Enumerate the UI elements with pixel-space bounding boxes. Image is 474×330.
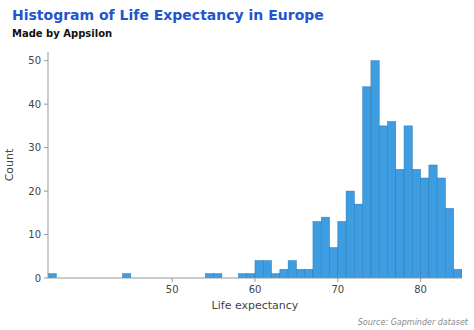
bars	[48, 61, 462, 278]
y-axis-label: Count	[3, 148, 16, 181]
bar	[330, 248, 338, 278]
x-tick	[420, 278, 421, 282]
bar	[354, 204, 362, 278]
bar	[387, 122, 395, 278]
x-tick-label: 80	[414, 284, 427, 295]
title: Histogram of Life Expectancy in Europe	[12, 7, 324, 23]
y-tick-label: 30	[28, 142, 41, 153]
chart: Histogram of Life Expectancy in Europe Ma…	[0, 0, 474, 330]
y-tick	[44, 234, 48, 235]
x-tick-label: 60	[249, 284, 262, 295]
x-tick-label: 70	[331, 284, 344, 295]
x-tick	[172, 278, 173, 282]
x-axis-label: Life expectancy	[212, 299, 299, 312]
bar	[404, 126, 412, 278]
bar	[412, 169, 420, 278]
y-tick-label: 40	[28, 99, 41, 110]
bar	[429, 165, 437, 278]
y-tick	[44, 147, 48, 148]
bar	[255, 261, 263, 278]
y-tick-label: 10	[28, 229, 41, 240]
bar	[371, 61, 379, 278]
y-tick-label: 50	[28, 55, 41, 66]
bar	[363, 87, 371, 278]
bar	[214, 274, 222, 278]
bar	[48, 274, 56, 278]
background	[0, 0, 474, 330]
bar	[296, 269, 304, 278]
y-tick-label: 0	[35, 273, 41, 284]
y-tick	[44, 191, 48, 192]
subtitle: Made by Appsilon	[12, 28, 112, 39]
bar	[454, 269, 462, 278]
bar	[338, 222, 346, 279]
bar	[321, 217, 329, 278]
x-tick	[255, 278, 256, 282]
y-tick	[44, 278, 48, 279]
bar	[437, 178, 445, 278]
bar	[346, 191, 354, 278]
bar	[247, 274, 255, 278]
bar	[263, 261, 271, 278]
bar	[123, 274, 131, 278]
bar	[313, 222, 321, 279]
bar	[445, 208, 453, 278]
y-axis-line	[48, 52, 49, 278]
bar	[379, 126, 387, 278]
bar	[305, 269, 313, 278]
source-note: Source: Gapminder dataset	[358, 318, 469, 327]
bar	[280, 269, 288, 278]
y-tick	[44, 60, 48, 61]
x-tick	[337, 278, 338, 282]
bar	[238, 274, 246, 278]
bar	[205, 274, 213, 278]
bar	[396, 169, 404, 278]
y-tick-label: 20	[28, 186, 41, 197]
bar	[272, 274, 280, 278]
bar	[288, 261, 296, 278]
y-tick	[44, 104, 48, 105]
bar	[421, 178, 429, 278]
x-tick-label: 50	[166, 284, 179, 295]
